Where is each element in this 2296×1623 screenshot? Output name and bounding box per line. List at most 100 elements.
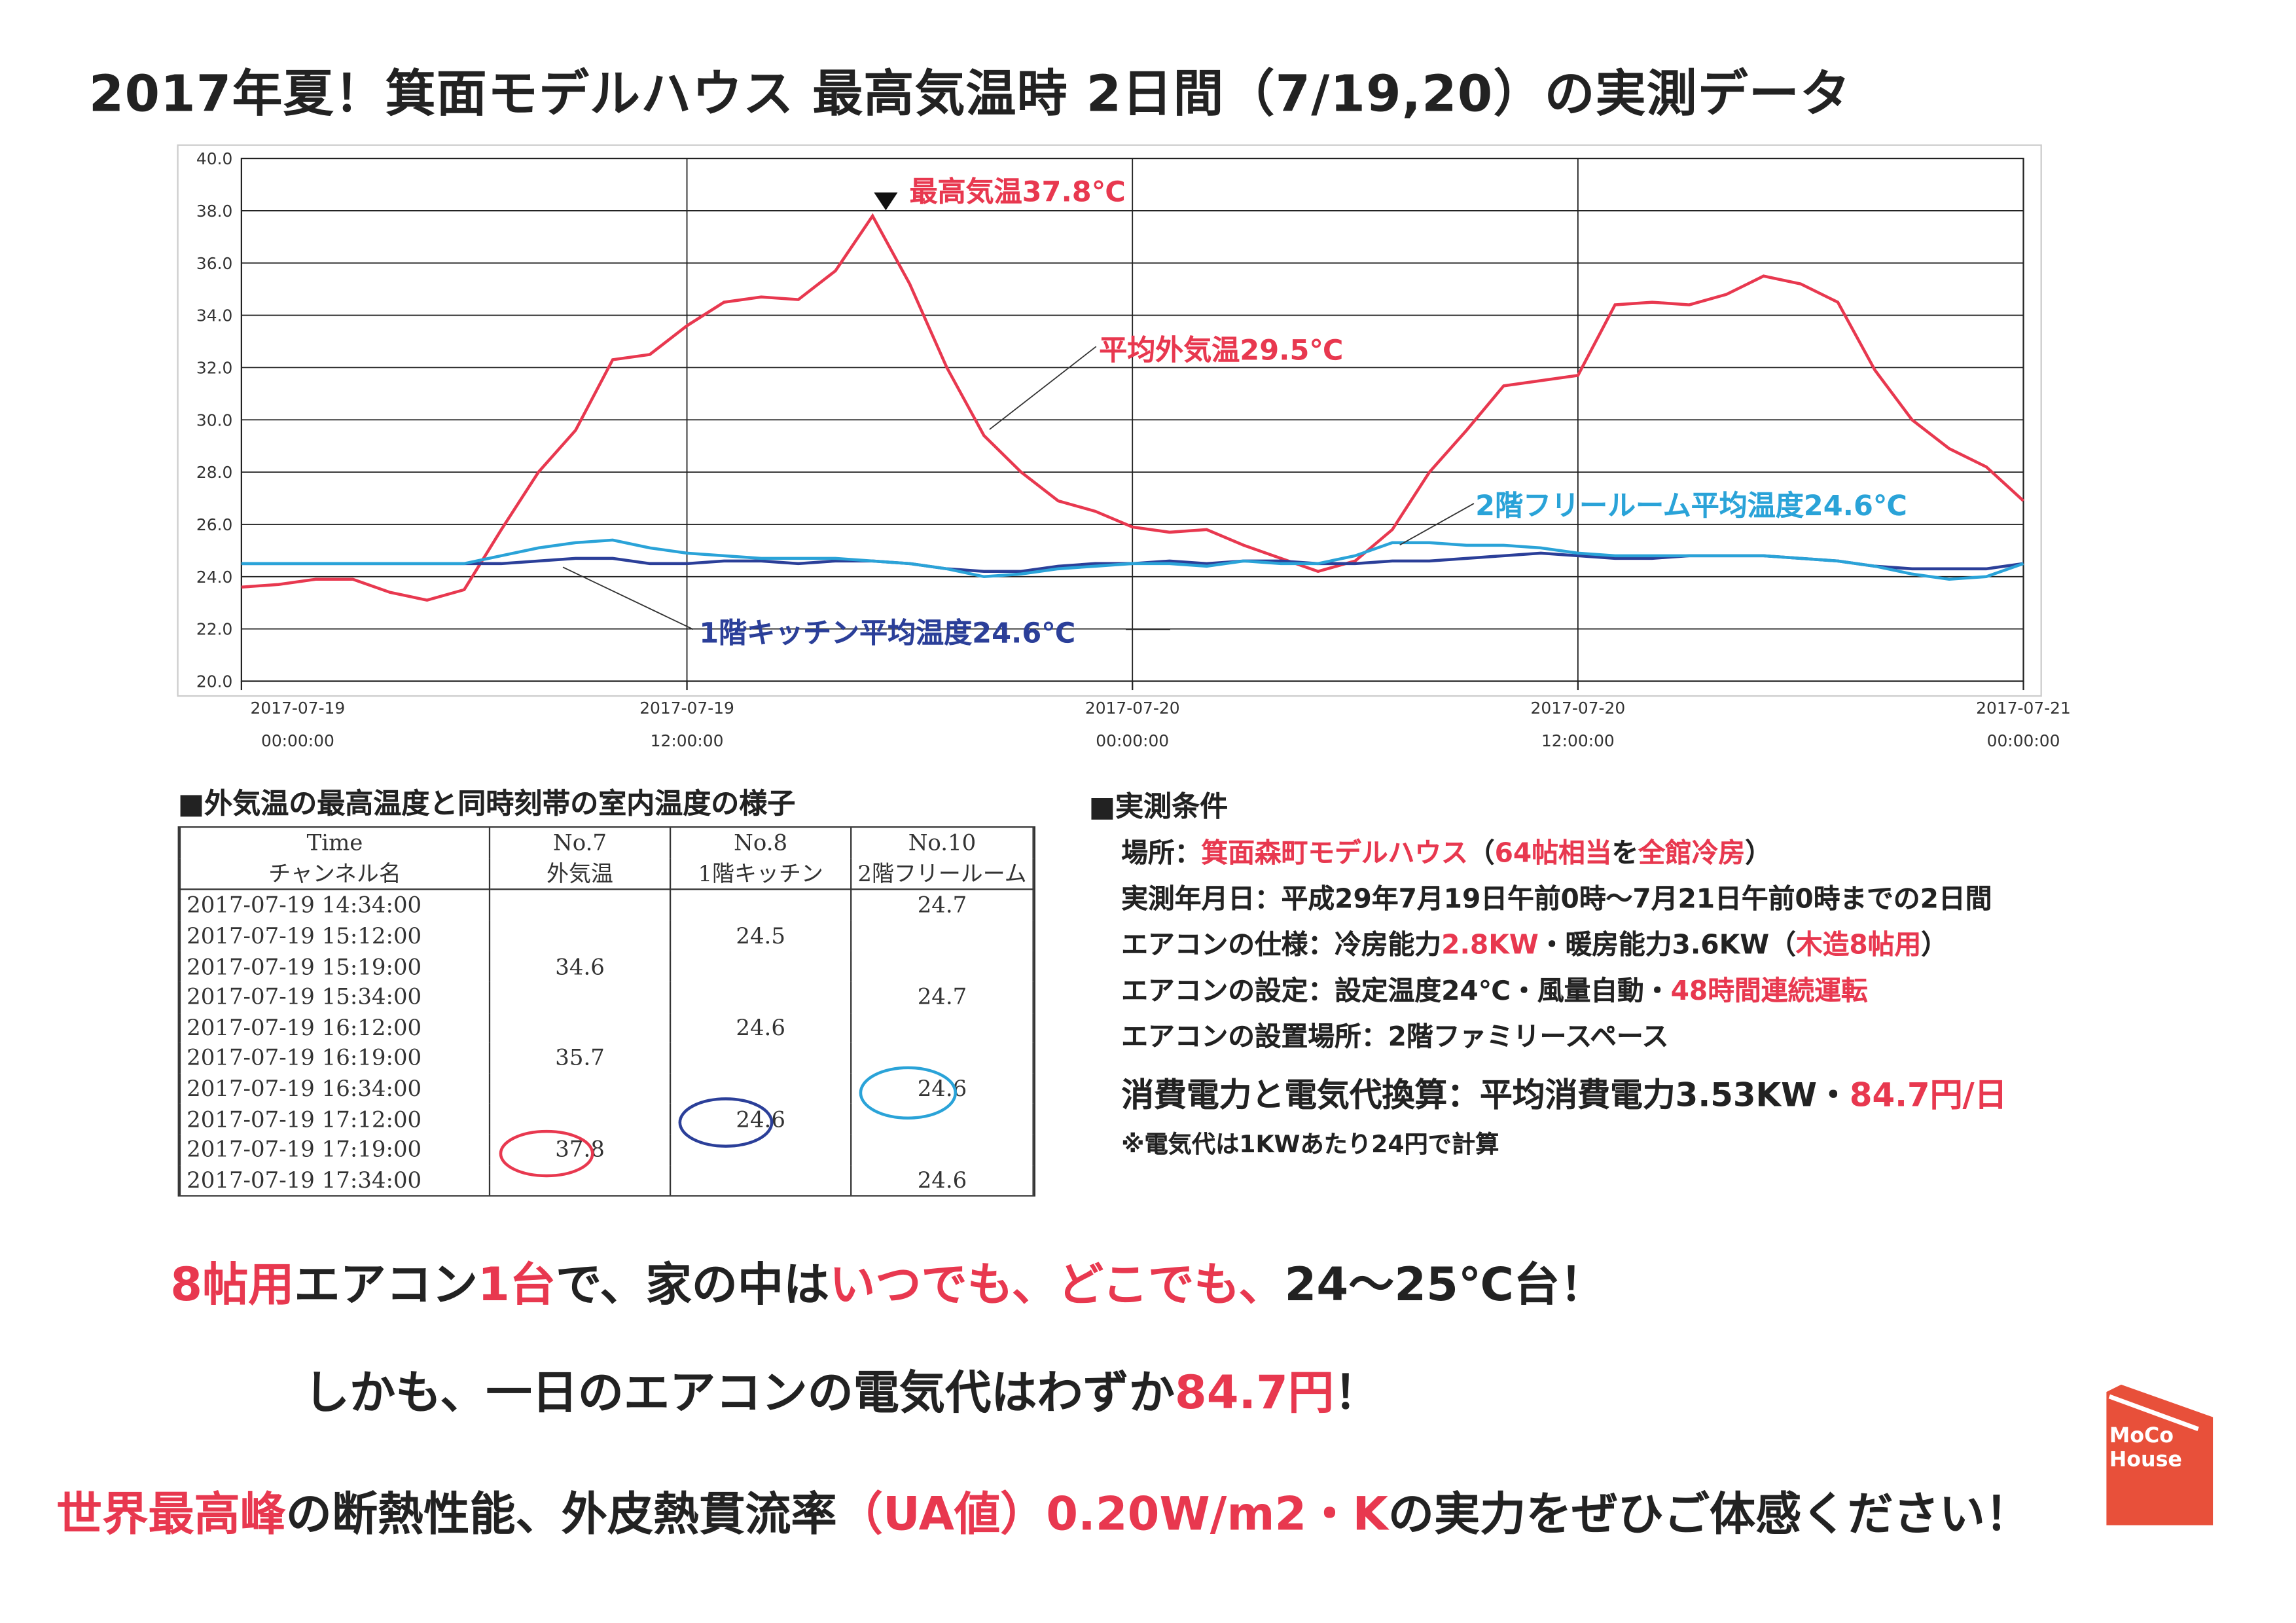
x-tick-label: 2017-07-19 12:00:00	[639, 699, 734, 751]
table-cell	[850, 1103, 1034, 1135]
text-segment: 8帖用	[170, 1258, 295, 1313]
table-cell	[669, 981, 852, 1013]
y-tick-label: 26.0	[196, 515, 232, 534]
table-cell	[669, 889, 852, 921]
table-cell: 2017-07-19 16:12:00	[179, 1012, 491, 1043]
section-title: ■実測条件	[1088, 790, 1229, 824]
text-segment: いつでも、どこでも、	[829, 1258, 1285, 1313]
text-segment: 84.7円	[1174, 1366, 1335, 1421]
text-segment: 1台	[478, 1258, 556, 1313]
table-cell: 2017-07-19 17:34:00	[179, 1165, 491, 1195]
table-cell	[669, 1073, 852, 1104]
table-cell: 2017-07-19 16:19:00	[179, 1042, 491, 1074]
table-cell: 24.6	[850, 1165, 1034, 1195]
x-tick-label: 2017-07-19 00:00:00	[250, 699, 346, 751]
y-tick-label: 40.0	[196, 149, 232, 168]
table-header-cell: No.8	[669, 828, 852, 858]
y-tick-label: 34.0	[196, 306, 232, 325]
x-tick-label: 2017-07-20 00:00:00	[1085, 699, 1180, 751]
text-segment: 消費電力と電気代換算：平均消費電力3.53KW・	[1121, 1078, 1850, 1116]
condition-line: エアコンの設定：設定温度24℃・風量自動・48時間連続運転	[1121, 970, 2007, 1009]
text-segment: ！	[1334, 1366, 1380, 1421]
table-row: 2017-07-19 17:34:00 24.6	[179, 1165, 1034, 1195]
text-segment: ※電気代は1KWあたり24円で計算	[1121, 1129, 1499, 1158]
table-row: 2017-07-19 16:12:00 24.6	[179, 1012, 1034, 1043]
table-cell	[488, 1165, 672, 1195]
y-tick-label: 22.0	[196, 620, 232, 639]
table-cell: 2017-07-19 14:34:00	[179, 889, 491, 921]
x-tick-label: 2017-07-20 12:00:00	[1530, 699, 1626, 751]
y-tick-label: 38.0	[196, 202, 232, 221]
table-cell: 2017-07-19 17:19:00	[179, 1134, 491, 1165]
section-title: ■外気温の最高温度と同時刻帯の室内温度の様子	[177, 788, 796, 821]
logo-mark: MoCo House	[2106, 1384, 2214, 1525]
table-row: 2017-07-19 15:34:00 24.7	[179, 981, 1034, 1013]
table-cell	[669, 1134, 852, 1165]
table-header-cell: Time	[179, 828, 491, 858]
y-tick-label: 32.0	[196, 358, 232, 377]
logo: MoCo House	[2106, 1384, 2214, 1525]
y-tick-label: 28.0	[196, 463, 232, 482]
text-segment: 実測年月日：平成29年7月19日午前0時～7月21日午前0時までの2日間	[1121, 884, 1992, 915]
table-row: 2017-07-19 15:12:00 24.5	[179, 921, 1034, 951]
table-cell: 24.7	[850, 889, 1034, 921]
table-cell	[488, 1073, 672, 1104]
table-header-cell: No.10	[850, 828, 1034, 858]
table: Time No.7 No.8 No.10 チャンネル名 外気温 1階キッチン 2階フリールーム…	[179, 828, 1034, 1195]
leader-line	[989, 346, 1097, 430]
text-segment: 64帖相当	[1494, 838, 1612, 869]
table-header-cell: 外気温	[488, 858, 672, 890]
annotation: 最高気温37.8℃	[909, 176, 1126, 209]
text-segment: ）	[1921, 930, 1948, 961]
table-cell: 24.5	[669, 921, 852, 951]
peak-marker	[874, 192, 898, 211]
series-line	[241, 213, 2025, 602]
table-cell	[488, 1012, 672, 1043]
table-cell: 2017-07-19 15:19:00	[179, 951, 491, 982]
table-cell: 2017-07-19 17:12:00	[179, 1103, 491, 1135]
table-cell: 35.7	[488, 1042, 672, 1074]
text-segment: （UA値）0.20W/m2・K	[836, 1488, 1388, 1542]
table-cell: 24.7	[850, 981, 1034, 1013]
leader-line	[562, 566, 694, 630]
table-cell: 37.8	[488, 1134, 672, 1165]
condition-line: ※電気代は1KWあたり24円で計算	[1121, 1124, 2007, 1159]
table-cell	[488, 981, 672, 1013]
text-segment: で、家の中は	[556, 1258, 830, 1313]
text-segment: 木造8帖用	[1795, 930, 1922, 961]
table-cell	[488, 921, 672, 951]
table-cell	[669, 1042, 852, 1074]
logo-text: MoCo	[2109, 1424, 2174, 1448]
text-segment: エアコンの設置場所：2階ファミリースペース	[1121, 1021, 1669, 1053]
condition-line: エアコンの仕様：冷房能力2.8KW・暖房能力3.6KW（木造8帖用）	[1121, 924, 2007, 962]
leader-line	[1399, 503, 1475, 546]
table-row: 2017-07-19 14:34:00 24.7	[179, 889, 1034, 921]
table-row: 2017-07-19 16:34:00 24.6	[179, 1073, 1034, 1104]
text-segment: （	[1467, 838, 1495, 869]
text-segment: 世界最高峰	[56, 1488, 286, 1542]
table-cell: 34.6	[488, 951, 672, 982]
text-segment: 24～25℃台！	[1284, 1258, 1606, 1313]
text-segment: 全館冷房	[1638, 838, 1746, 869]
table-header-cell: 2階フリールーム	[850, 858, 1034, 890]
table-header-cell: 1階キッチン	[669, 858, 852, 890]
text-segment: 2.8KW	[1441, 930, 1539, 961]
text-segment: の実力をぜひご体感ください！	[1388, 1488, 2032, 1542]
table-header-cell: No.7	[488, 828, 672, 858]
text-segment: 箕面森町モデルハウス	[1201, 838, 1468, 869]
text-segment: エアコンの設定：設定温度24℃・風量自動・	[1121, 976, 1671, 1008]
table-cell	[669, 1165, 852, 1195]
condition-line: エアコンの設置場所：2階ファミリースペース	[1121, 1016, 2007, 1055]
text-segment: の断熱性能、外皮熱貫流率	[285, 1488, 837, 1542]
table-row: 2017-07-19 16:19:00 35.7	[179, 1042, 1034, 1074]
logo-text: House	[2109, 1448, 2182, 1471]
text-segment: ・暖房能力3.6KW（	[1538, 930, 1796, 961]
table-row: 2017-07-19 15:19:00 34.6	[179, 951, 1034, 982]
text-segment: エアコン	[294, 1258, 478, 1313]
condition-line: 場所：箕面森町モデルハウス（64帖相当を全館冷房）	[1121, 832, 2007, 871]
y-tick-label: 30.0	[196, 410, 232, 429]
headline: 世界最高峰の断熱性能、外皮熱貫流率（UA値）0.20W/m2・Kの実力をぜひご体…	[56, 1476, 2031, 1543]
text-segment: エアコンの仕様：冷房能力	[1121, 930, 1442, 961]
text-segment: を	[1611, 838, 1639, 869]
table-cell: 24.6	[850, 1073, 1034, 1104]
